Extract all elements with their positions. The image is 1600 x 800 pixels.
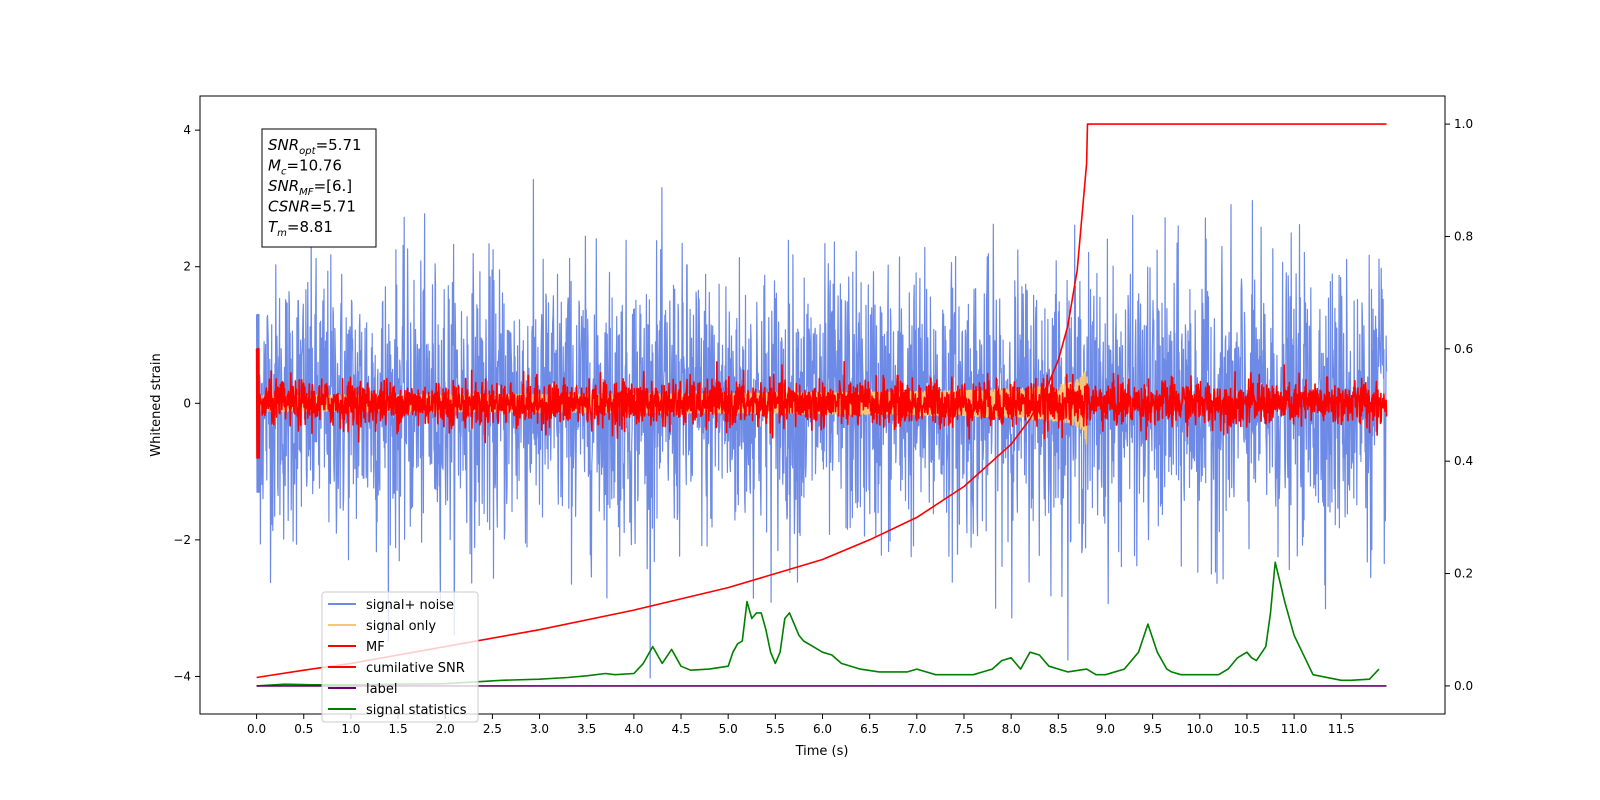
legend-label: signal+ noise (366, 598, 454, 613)
y-tick-label-left: 0 (183, 396, 191, 410)
x-tick-label: 10.5 (1234, 722, 1261, 736)
y-tick-label-right: 0.6 (1454, 342, 1473, 356)
x-tick-label: 2.5 (483, 722, 502, 736)
annotation-line: SNRMF=[6.] (268, 177, 352, 198)
annotation-line: CSNR=5.71 (268, 198, 356, 216)
legend-label: signal statistics (366, 703, 467, 718)
x-tick-label: 11.5 (1328, 722, 1355, 736)
x-tick-label: 3.0 (530, 722, 549, 736)
legend-label: label (366, 682, 397, 697)
x-tick-label: 1.0 (341, 722, 360, 736)
x-tick-label: 5.0 (719, 722, 738, 736)
y-tick-label-right: 1.0 (1454, 117, 1473, 131)
x-tick-label: 6.5 (860, 722, 879, 736)
legend-label: MF (366, 640, 385, 655)
y-tick-label-left: −4 (173, 669, 191, 683)
series-line-signal-statistics (256, 561, 1380, 687)
x-tick-label: 3.5 (577, 722, 596, 736)
x-axis: 0.0 0.5 1.0 1.5 2.0 2.5 3.0 3.5 4.0 4.5 5.0 5.5 6.0 6… (247, 714, 1355, 736)
series-layer (255, 123, 1388, 687)
series-line-mf (255, 347, 1388, 459)
annotation-line: Mc=10.76 (268, 157, 342, 178)
y-tick-label-left: 2 (183, 260, 191, 274)
annotation-line: SNRopt=5.71 (268, 136, 362, 157)
x-tick-label: 4.5 (671, 722, 690, 736)
x-tick-label: 9.0 (1096, 722, 1115, 736)
x-tick-label: 0.0 (247, 722, 266, 736)
annotation-frame (261, 128, 377, 248)
x-tick-label: 10.0 (1186, 722, 1213, 736)
y-tick-label-right: 0.2 (1454, 567, 1473, 581)
legend-label: signal only (366, 619, 436, 634)
y-axis-left: −4 −2 0 2 4 (173, 123, 200, 683)
legend-frame (321, 591, 479, 723)
y-tick-label-left: −2 (173, 533, 191, 547)
y-axis-label: Whitened strain (149, 353, 164, 456)
y-tick-label-right: 0.8 (1454, 229, 1473, 243)
x-tick-label: 5.5 (766, 722, 785, 736)
x-tick-label: 4.0 (624, 722, 643, 736)
y-tick-label-left: 4 (183, 123, 191, 137)
x-tick-label: 2.0 (436, 722, 455, 736)
x-tick-label: 7.5 (954, 722, 973, 736)
x-tick-label: 8.5 (1049, 722, 1068, 736)
y-tick-label-right: 0.0 (1454, 679, 1473, 693)
x-tick-label: 9.5 (1143, 722, 1162, 736)
x-axis-label: Time (s) (795, 744, 849, 759)
legend-label: cumilative SNR (366, 661, 465, 676)
annotation-line: Tm=8.81 (268, 218, 333, 239)
x-tick-label: 1.5 (389, 722, 408, 736)
x-tick-label: 8.0 (1002, 722, 1021, 736)
y-tick-label-right: 0.4 (1454, 454, 1473, 468)
legend: signal+ noise signal only MF cumilative SNR… (321, 591, 479, 723)
y-axis-right: 0.0 0.2 0.4 0.6 0.8 1.0 (1445, 117, 1473, 693)
x-tick-label: 11.0 (1281, 722, 1308, 736)
x-tick-label: 0.5 (294, 722, 313, 736)
x-tick-label: 6.0 (813, 722, 832, 736)
x-tick-label: 7.0 (907, 722, 926, 736)
